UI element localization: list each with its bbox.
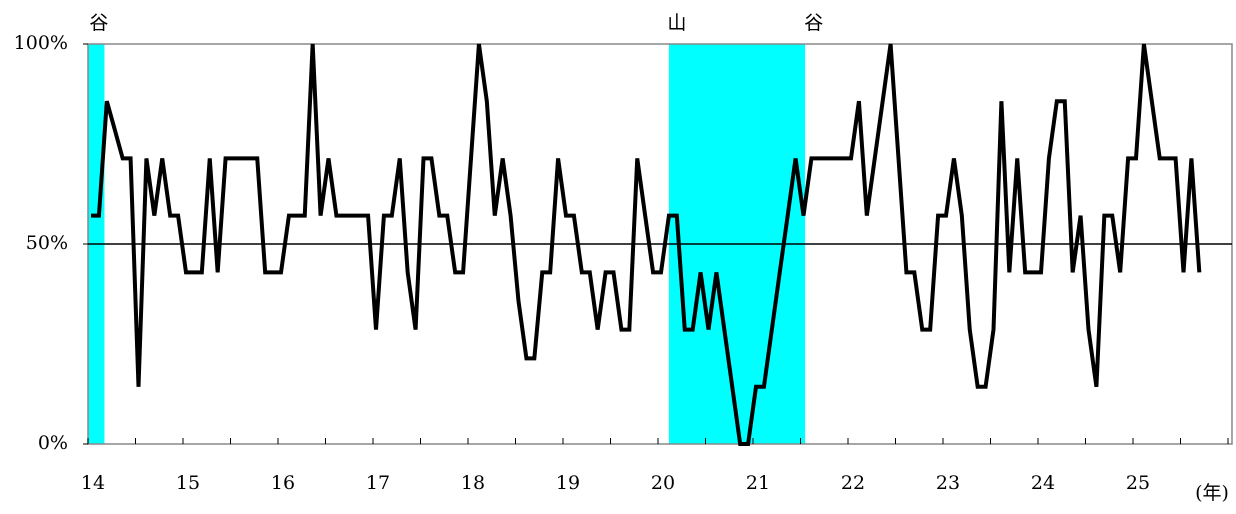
span-label: 谷 bbox=[804, 12, 823, 34]
x-tick-label: 15 bbox=[176, 472, 200, 494]
y-tick-label: 100% bbox=[14, 32, 68, 54]
data-line bbox=[91, 43, 1202, 446]
x-tick-label: 25 bbox=[1126, 472, 1150, 494]
x-tick-label: 17 bbox=[366, 472, 390, 494]
x-axis-label: (年) bbox=[1195, 482, 1229, 504]
y-tick-label: 50% bbox=[26, 232, 68, 254]
x-tick-label: 22 bbox=[841, 472, 865, 494]
x-tick-label: 16 bbox=[271, 472, 295, 494]
x-tick-label: 20 bbox=[651, 472, 675, 494]
y-tick-label: 0% bbox=[38, 432, 68, 454]
x-tick-label: 19 bbox=[556, 472, 580, 494]
x-tick-label: 18 bbox=[461, 472, 485, 494]
x-tick-label: 21 bbox=[746, 472, 770, 494]
x-tick-label: 23 bbox=[936, 472, 960, 494]
x-tick-label: 24 bbox=[1031, 472, 1055, 494]
span-label: 山 bbox=[667, 12, 686, 34]
span-label: 谷 bbox=[89, 12, 108, 34]
x-tick-label: 14 bbox=[81, 472, 105, 494]
